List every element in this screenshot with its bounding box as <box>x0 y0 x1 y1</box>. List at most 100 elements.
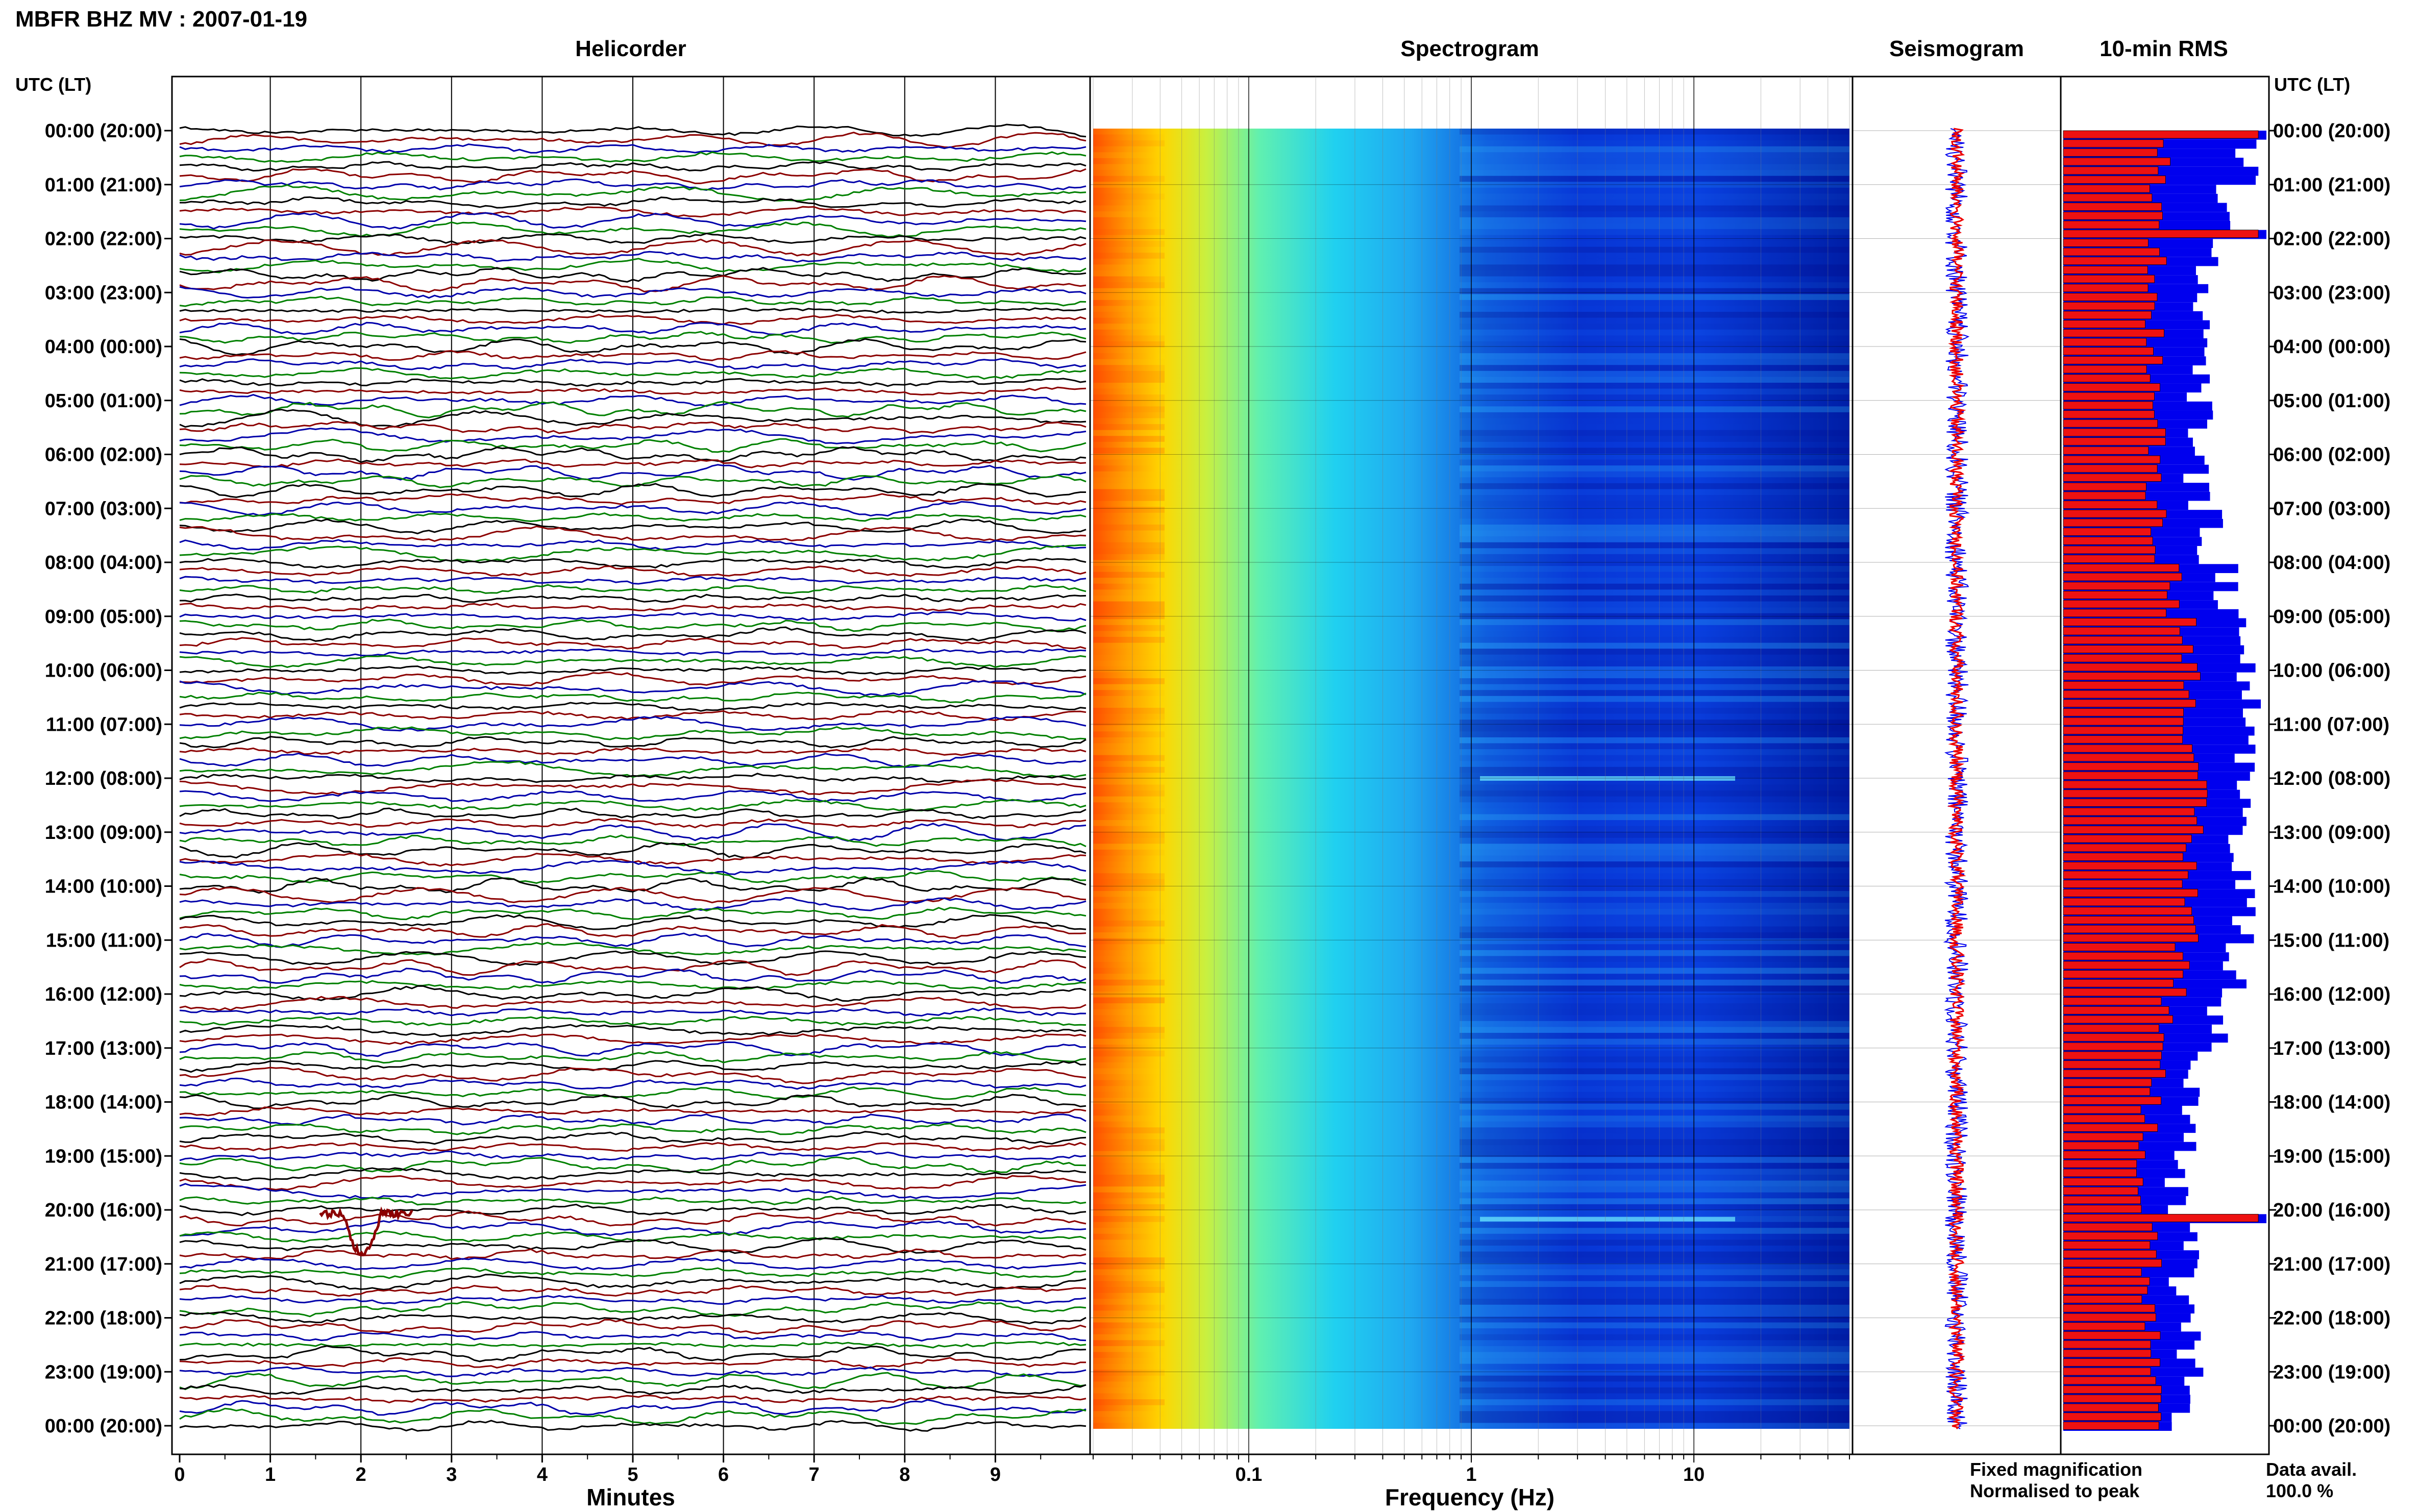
spectrogram-low-stripe <box>1093 495 1165 501</box>
legend-fixed-magnification: Fixed magnification <box>1970 1459 2142 1480</box>
spectrogram-high-stripe <box>1460 1193 1849 1199</box>
spectrogram-high-stripe <box>1460 554 1849 560</box>
hour-label-right: 06:00 (02:00) <box>2273 444 2390 466</box>
spectrogram-low-stripe <box>1093 1370 1165 1376</box>
helicorder-trace-line <box>179 178 1087 191</box>
spectrogram-high-stripe <box>1460 672 1849 679</box>
spectrogram-low-stripe <box>1093 1376 1165 1382</box>
rms-bar-normalised <box>2063 528 2151 536</box>
spectrogram-high-stripe <box>1460 1340 1849 1346</box>
minute-tick-label: 2 <box>356 1464 366 1485</box>
helicorder-trace-line <box>179 331 1087 344</box>
helicorder-trace-line <box>179 143 1087 154</box>
spectrogram-low-stripe <box>1093 1405 1165 1411</box>
spectrogram-low-stripe <box>1093 578 1165 584</box>
spectrogram-high-stripe <box>1460 205 1849 212</box>
spectrogram-low-stripe <box>1093 412 1165 418</box>
spectrogram-high-stripe <box>1460 956 1849 962</box>
spectrogram-high-stripe <box>1460 1322 1849 1329</box>
hour-label-right: 10:00 (06:00) <box>2273 660 2390 682</box>
spectrogram-high-stripe <box>1460 578 1849 584</box>
spectrogram-low-stripe <box>1093 1169 1165 1175</box>
spectrogram-high-stripe <box>1460 200 1849 206</box>
spectrogram-high-stripe <box>1460 507 1849 513</box>
rms-bar-normalised <box>2063 1078 2152 1087</box>
spectrogram-low-stripe <box>1093 849 1165 856</box>
spectrogram-low-stripe <box>1093 808 1165 814</box>
spectrogram-low-stripe <box>1093 530 1165 537</box>
helicorder-trace-line <box>179 1420 1087 1432</box>
spectrogram-low-stripe <box>1093 135 1165 141</box>
spectrogram-high-stripe <box>1460 1370 1849 1376</box>
rms-bar-normalised <box>2063 573 2182 581</box>
spectrogram-high-stripe <box>1460 264 1849 270</box>
spectrogram-high-stripe <box>1460 365 1849 371</box>
minute-tick-label: 1 <box>265 1464 276 1485</box>
data-availability-label: Data avail. <box>2266 1459 2357 1480</box>
spectrogram-high-stripe <box>1460 1145 1849 1151</box>
spectrogram-low-stripe <box>1093 418 1165 425</box>
spectrogram-high-stripe <box>1460 330 1849 336</box>
hour-label-right: 23:00 (19:00) <box>2273 1361 2390 1383</box>
spectrogram-high-stripe <box>1460 341 1849 348</box>
frequency-tick-label: 1 <box>1466 1464 1476 1485</box>
helicorder-trace-line <box>179 1295 1087 1305</box>
spectrogram-low-stripe <box>1093 1157 1165 1163</box>
rms-bar-normalised <box>2063 1213 2259 1222</box>
rms-bar-normalised <box>2063 1313 2156 1322</box>
helicorder-trace-line <box>179 807 1087 820</box>
spectrogram-high-stripe <box>1460 1364 1849 1370</box>
spectrogram-low-stripe <box>1093 1275 1165 1281</box>
spectrogram-low-stripe <box>1093 784 1165 791</box>
helicorder-trace-line <box>179 1357 1087 1369</box>
hour-label-left: 13:00 (09:00) <box>45 822 162 844</box>
hour-label-right: 16:00 (12:00) <box>2273 984 2390 1005</box>
helicorder-trace-line <box>179 1086 1087 1100</box>
spectrogram-low-stripe <box>1093 920 1165 927</box>
helicorder-trace-line <box>179 212 1087 230</box>
rms-bar-normalised <box>2063 491 2146 500</box>
spectrogram-high-stripe <box>1460 164 1849 170</box>
spectrogram-high-stripe <box>1460 1240 1849 1246</box>
helicorder-trace-line <box>179 637 1087 650</box>
spectrogram-low-stripe <box>1093 518 1165 525</box>
rms-bar-normalised <box>2063 1006 2169 1014</box>
spectrogram-high-stripe <box>1460 678 1849 684</box>
helicorder-trace-line <box>179 584 1087 594</box>
spectrogram-high-stripe <box>1460 873 1849 879</box>
rms-bar-normalised <box>2063 1268 2142 1276</box>
hour-label-right: 11:00 (07:00) <box>2273 714 2389 735</box>
hour-label-left: 07:00 (03:00) <box>45 498 162 519</box>
hour-label-right: 08:00 (04:00) <box>2273 552 2390 574</box>
spectrogram-high-stripe <box>1460 501 1849 507</box>
rms-bar-normalised <box>2063 1277 2150 1285</box>
spectrogram-low-stripe <box>1093 1015 1165 1021</box>
spectrogram-low-stripe <box>1093 642 1165 649</box>
helicorder-trace-line <box>179 1106 1087 1117</box>
spectrogram-high-stripe <box>1460 944 1849 950</box>
rms-bar-normalised <box>2063 888 2198 897</box>
spectrogram-low-stripe <box>1093 1050 1165 1057</box>
rms-bar-normalised <box>2063 383 2160 391</box>
spectrogram-high-stripe <box>1460 696 1849 702</box>
rms-bar-normalised <box>2063 690 2189 699</box>
spectrogram-low-stripe <box>1093 200 1165 206</box>
helicorder-trace-line <box>179 1319 1087 1334</box>
helicorder-trace-line <box>179 1311 1087 1325</box>
spectrogram-high-stripe <box>1460 1263 1849 1270</box>
spectrogram-low-stripe <box>1093 938 1165 945</box>
spectrogram-high-stripe <box>1460 146 1849 153</box>
helicorder-trace-line <box>179 350 1087 361</box>
helicorder-trace-line <box>179 184 1087 202</box>
spectrogram-low-stripe <box>1093 713 1165 720</box>
spectrogram-low-stripe <box>1093 790 1165 797</box>
spectrogram-low-stripe <box>1093 1346 1165 1352</box>
spectrogram-low-stripe <box>1093 1222 1165 1228</box>
hour-label-left: 04:00 (00:00) <box>45 336 162 358</box>
spectrogram-high-stripe <box>1460 796 1849 803</box>
spectrogram-low-stripe <box>1093 1233 1165 1240</box>
spectrogram-high-stripe <box>1460 241 1849 247</box>
spectrogram-high-stripe <box>1460 1417 1849 1423</box>
rms-bar-normalised <box>2063 1123 2158 1132</box>
rms-bar-normalised <box>2063 1295 2142 1304</box>
